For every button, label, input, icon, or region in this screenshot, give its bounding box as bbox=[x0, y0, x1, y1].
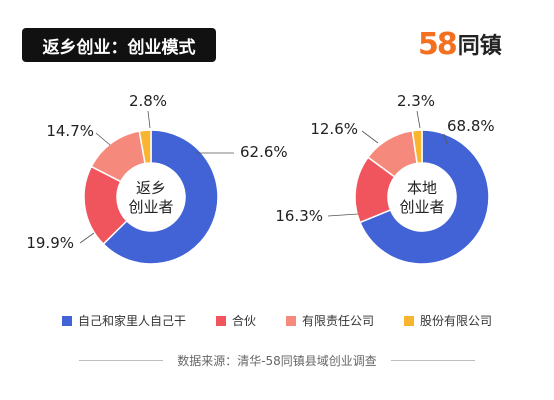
legend-swatch bbox=[404, 315, 415, 326]
data-label: 2.3% bbox=[397, 92, 435, 110]
data-label: 2.8% bbox=[129, 92, 167, 110]
donut-hole bbox=[389, 164, 455, 230]
legend-swatch bbox=[215, 315, 226, 326]
legend-label: 合伙 bbox=[231, 314, 256, 328]
legend-label: 有限责任公司 bbox=[302, 314, 375, 328]
brand-logo: 58 同镇 bbox=[418, 26, 502, 62]
leader-line bbox=[147, 110, 151, 129]
divider-right bbox=[390, 360, 475, 361]
legend: 自己和家里人自己干 合伙 有限责任公司 股份有限公司 bbox=[0, 312, 554, 329]
legend-item-llc: 有限责任公司 bbox=[286, 312, 374, 329]
data-label: 62.6% bbox=[240, 143, 288, 161]
logo-digits: 58 bbox=[418, 26, 458, 62]
source-note: 数据来源：清华-58同镇县域创业调查 bbox=[177, 354, 377, 368]
data-label: 16.3% bbox=[275, 207, 323, 225]
slice-joint-stock bbox=[411, 129, 423, 165]
legend-item-self-family: 自己和家里人自己干 bbox=[61, 312, 186, 329]
center-label: 创业者 bbox=[128, 198, 173, 216]
leader-line bbox=[416, 110, 421, 129]
logo-text: 同镇 bbox=[457, 34, 502, 59]
center-label: 返乡 bbox=[136, 179, 166, 197]
legend-swatch bbox=[61, 315, 72, 326]
data-label: 19.9% bbox=[26, 234, 74, 252]
leader-line bbox=[443, 133, 448, 145]
data-label: 12.6% bbox=[310, 120, 358, 138]
slice-joint-stock bbox=[138, 129, 152, 165]
center-label: 创业者 bbox=[399, 198, 444, 216]
leader-line bbox=[79, 232, 95, 244]
slice-self-family bbox=[102, 129, 219, 265]
leader-line bbox=[327, 213, 359, 217]
legend-swatch bbox=[286, 315, 296, 326]
leader-line bbox=[95, 132, 111, 146]
center-label: 本地 bbox=[407, 179, 437, 197]
slice-self-family bbox=[359, 129, 490, 265]
data-label: 68.8% bbox=[447, 117, 495, 135]
divider-left bbox=[79, 360, 164, 361]
legend-label: 股份有限公司 bbox=[420, 314, 493, 328]
source-row: 数据来源：清华-58同镇县域创业调查 bbox=[0, 352, 554, 369]
legend-label: 自己和家里人自己干 bbox=[77, 314, 186, 328]
chart-title: 返乡创业：创业模式 bbox=[22, 28, 216, 62]
donut-hole bbox=[118, 164, 184, 230]
legend-item-joint-stock: 股份有限公司 bbox=[404, 312, 492, 329]
legend-item-partnership: 合伙 bbox=[215, 312, 256, 329]
data-label: 14.7% bbox=[46, 122, 94, 140]
leader-line bbox=[361, 130, 379, 144]
